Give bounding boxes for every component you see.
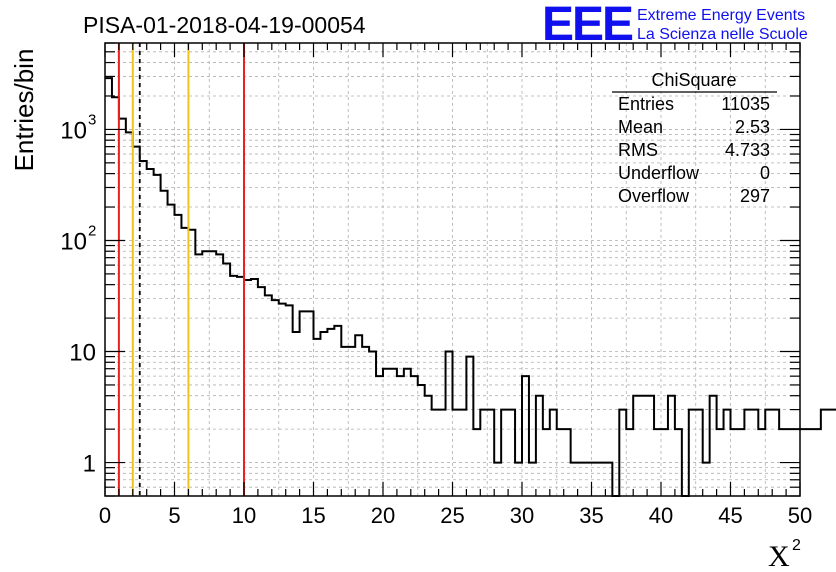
stats-label: Mean <box>618 117 663 137</box>
stats-label: RMS <box>618 140 658 160</box>
histogram-series <box>105 77 836 497</box>
x-tick-label: 50 <box>788 503 812 528</box>
x-tick-label: 15 <box>301 503 325 528</box>
x-tick-label: 10 <box>232 503 256 528</box>
y-tick-label: 10 2 <box>60 222 96 255</box>
stats-title: ChiSquare <box>651 70 736 90</box>
y-tick-label-base: 10 <box>69 340 96 367</box>
x-tick-label: 25 <box>440 503 464 528</box>
y-tick-label-base: 1 <box>83 451 96 478</box>
x-tick-label: 40 <box>649 503 673 528</box>
x-tick-label: 20 <box>371 503 395 528</box>
stats-value: 11035 <box>721 94 770 114</box>
axis-ticks <box>104 42 801 497</box>
x-tick-label: 5 <box>168 503 180 528</box>
stats-label: Underflow <box>618 163 700 183</box>
reference-lines <box>117 43 245 496</box>
x-axis-label-superscript: 2 <box>792 537 801 554</box>
histogram-line <box>105 77 836 497</box>
stats-label: Overflow <box>618 186 690 206</box>
y-tick-label-base: 10 <box>60 228 87 255</box>
x-tick-label: 35 <box>579 503 603 528</box>
x-tick-labels: 0 5 10 15 20 25 30 35 40 45 50 <box>99 503 812 528</box>
logo-line-1: Extreme Energy Events <box>637 7 805 24</box>
y-tick-label-exponent: 2 <box>88 222 96 239</box>
stats-value: 2.53 <box>735 117 770 137</box>
y-tick-label: 10 <box>69 340 96 367</box>
x-tick-label: 30 <box>510 503 534 528</box>
logo-line-2: La Scienza nelle Scuole <box>637 26 808 43</box>
eee-logo: EEE Extreme Energy Events La Scienza nel… <box>542 0 808 51</box>
y-tick-label: 1 <box>83 451 96 478</box>
stats-value: 4.733 <box>725 140 770 160</box>
plot-area <box>105 43 800 496</box>
y-axis-label: Entries/bin <box>9 49 39 172</box>
y-tick-label-exponent: 3 <box>88 111 96 128</box>
x-tick-label: 0 <box>99 503 111 528</box>
stats-value: 0 <box>760 163 770 183</box>
x-tick-label: 45 <box>718 503 742 528</box>
x-axis-label-base: X <box>768 540 790 572</box>
x-axis-label: X 2 <box>768 537 801 572</box>
stats-value: 297 <box>740 186 770 206</box>
y-tick-label: 10 3 <box>60 111 96 144</box>
stats-box: ChiSquare Entries 11035 Mean 2.53 RMS 4.733 Un… <box>612 70 777 206</box>
stats-label: Entries <box>618 94 674 114</box>
chart-title: PISA-01-2018-04-19-00054 <box>83 12 366 38</box>
y-tick-label-base: 10 <box>60 117 87 144</box>
